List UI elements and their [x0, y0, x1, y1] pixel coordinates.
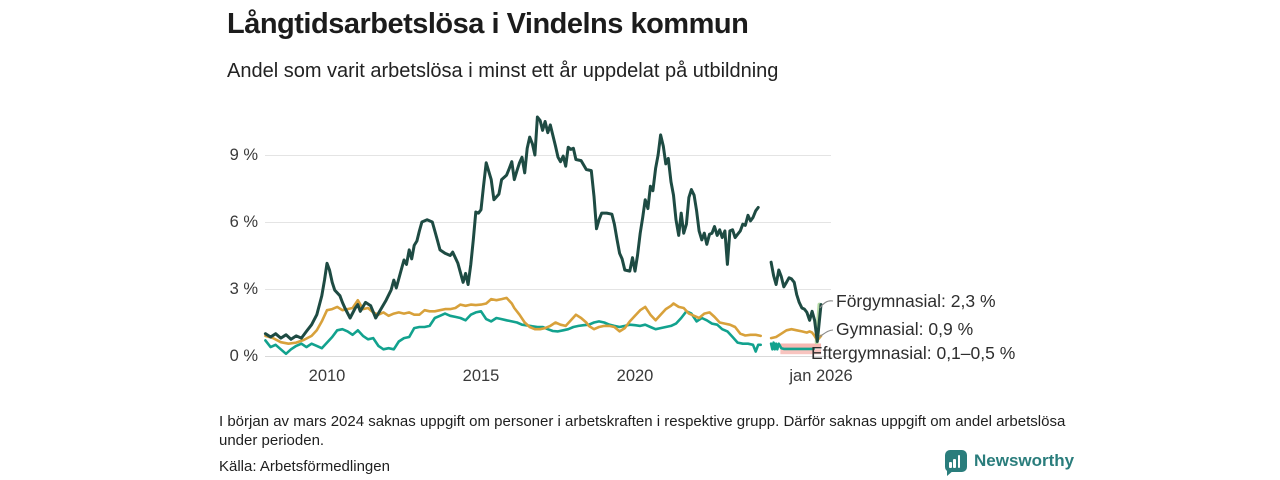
chart-title: Långtidsarbetslösa i Vindelns kommun: [227, 8, 749, 40]
newsworthy-logo-text: Newsworthy: [974, 451, 1075, 470]
series-line-gymnasial: [769, 327, 823, 342]
series-line-forgymnasial: [769, 260, 823, 343]
y-tick-label: 6 %: [229, 213, 258, 231]
newsworthy-badge-icon: [945, 450, 967, 476]
y-tick-label: 9 %: [229, 146, 258, 164]
source-credit: Källa: Arbetsförmedlingen: [219, 458, 390, 475]
chart-subtitle: Andel som varit arbetslösa i minst ett å…: [227, 60, 779, 82]
uncertainty-band-strip: [780, 343, 822, 349]
x-tick-label: 2020: [616, 367, 654, 385]
label-leader-lines: [818, 300, 834, 338]
series-label-gymnasial: Gymnasial: 0,9 %: [836, 319, 974, 339]
series-label-forgymnasial: Förgymnasial: 2,3 %: [836, 291, 996, 311]
series-line-eftergymnasial: [769, 341, 815, 351]
x-tick-label: 2010: [308, 367, 346, 385]
bar-chart-icon: [949, 455, 961, 468]
leader-forgymnasial: [819, 300, 834, 309]
series-lines: [263, 115, 823, 356]
series-line-forgymnasial: [263, 115, 760, 341]
leader-gymnasial: [818, 329, 834, 338]
series-label-eftergymnasial: Eftergymnasial: 0,1–0,5 %: [811, 343, 1016, 363]
x-tick-label: jan 2026: [789, 367, 853, 385]
y-tick-label: 0 %: [229, 347, 258, 365]
x-tick-label: 2015: [462, 367, 500, 385]
gridlines: [265, 155, 831, 357]
series-line-eftergymnasial: [264, 309, 763, 356]
footnote: I början av mars 2024 saknas uppgift om …: [219, 413, 1066, 449]
uncertainty-band-strip: [780, 349, 822, 355]
newsworthy-logo[interactable]: Newsworthy: [945, 450, 1075, 476]
y-tick-label: 3 %: [229, 280, 258, 298]
